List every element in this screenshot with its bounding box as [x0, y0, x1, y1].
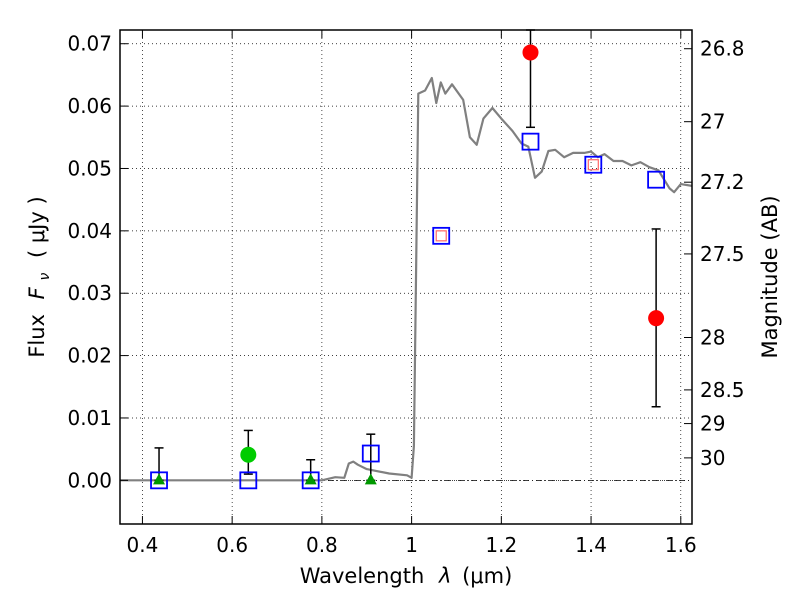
- model-square-marker: [647, 170, 666, 189]
- y2-tick-label: 27: [700, 110, 725, 134]
- y-tick-label: 0.01: [67, 406, 112, 430]
- plot-frame: [119, 29, 693, 525]
- y-tick-label: 0.03: [67, 281, 112, 305]
- green-triangle-marker: [304, 473, 317, 485]
- green-triangle-marker: [153, 473, 166, 485]
- y-axis-title-symbol: F: [25, 286, 49, 299]
- model-square-marker: [584, 155, 603, 174]
- x-axis-title-prefix: Wavelength: [300, 564, 425, 588]
- red-point-marker: [648, 310, 665, 327]
- x-tick-label: 1: [405, 533, 418, 557]
- data-layer: [120, 29, 692, 490]
- grid-layer: [120, 30, 692, 524]
- tick-layer: 0.4 0.6 0.8 1 1.2 1.4 1.6 0.00 0.01 0.02 0.03 0.04 0…: [67, 30, 745, 557]
- x-tick-label: 1.4: [575, 533, 607, 557]
- y2-tick-label: 26.8: [700, 37, 745, 61]
- y2-tick-label: 27.2: [700, 170, 745, 194]
- y2-axis-title: Magnitude (AB): [758, 195, 782, 358]
- model-square-marker: [432, 226, 451, 245]
- green-point-marker: [240, 446, 257, 463]
- y-axis-title-prefix: Flux: [25, 314, 49, 358]
- x-axis-title: Wavelength λ (μm): [300, 564, 513, 588]
- x-tick-label: 0.6: [216, 533, 248, 557]
- y-tick-label: 0.00: [67, 468, 112, 492]
- y2-tick-label: 28.5: [700, 378, 745, 402]
- x-tick-label: 0.4: [127, 533, 159, 557]
- x-axis-title-symbol: λ: [438, 564, 451, 588]
- y-tick-label: 0.04: [67, 219, 112, 243]
- model-square-marker: [301, 471, 320, 490]
- x-tick-label: 0.8: [306, 533, 338, 557]
- red-point-marker: [522, 44, 539, 61]
- y-tick-label: 0.02: [67, 344, 112, 368]
- y-tick-label: 0.06: [67, 94, 112, 118]
- y-axis-title-unit: ( μJy ): [25, 196, 49, 258]
- model-square-marker: [521, 132, 540, 151]
- model-square-marker: [239, 471, 258, 490]
- x-axis-title-unit: (μm): [462, 564, 512, 588]
- y-tick-label: 0.07: [67, 32, 112, 56]
- y-axis-title-subscript: ν: [37, 273, 53, 281]
- y-axis-title: Flux F ν ( μJy ): [25, 196, 54, 357]
- y2-tick-label: 29: [700, 412, 725, 436]
- model-square-marker: [361, 444, 380, 463]
- inner-square-marker: [435, 230, 447, 242]
- x-tick-label: 1.2: [485, 533, 517, 557]
- green-triangle-marker: [364, 473, 377, 485]
- x-tick-label: 1.6: [665, 533, 697, 557]
- y2-tick-label: 28: [700, 326, 725, 350]
- sed-model-line: [120, 76, 692, 482]
- y2-tick-label: 30: [700, 446, 725, 470]
- y-tick-label: 0.05: [67, 156, 112, 180]
- y2-tick-label: 27.5: [700, 242, 745, 266]
- model-square-marker: [150, 471, 168, 490]
- inner-square-marker: [587, 159, 599, 171]
